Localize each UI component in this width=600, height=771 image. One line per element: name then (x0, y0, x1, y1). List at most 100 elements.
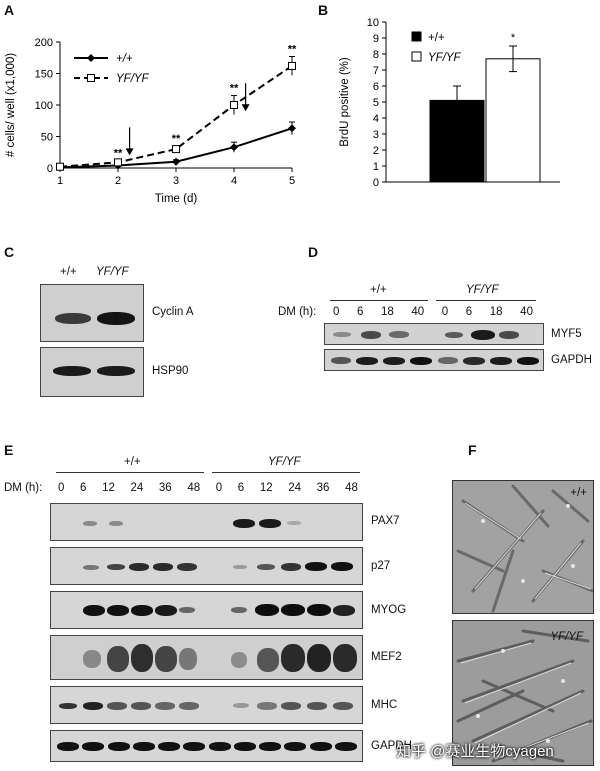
gapdh-e-band (82, 742, 105, 751)
significance-label: ** (114, 147, 123, 159)
panel-d-label: D (308, 244, 319, 260)
panel-a-label: A (4, 2, 15, 18)
panel-e-time: 6 (237, 482, 245, 494)
panel-e-time: 12 (259, 482, 273, 494)
myog-band (107, 605, 129, 616)
panel-d-time: 18 (381, 306, 394, 318)
data-point (172, 145, 180, 154)
micrograph-wt-label: +/+ (570, 487, 587, 499)
gapdh-e-band (183, 742, 206, 751)
mef2-band (155, 646, 177, 672)
legend-swatch-wt (411, 31, 422, 42)
mhc-blot (50, 686, 363, 724)
myog-band (179, 607, 195, 613)
p27-blot (50, 547, 363, 585)
mhc-band (257, 702, 277, 710)
data-point (230, 101, 238, 109)
myog-band (333, 605, 355, 616)
gapdh-e-band (158, 742, 181, 751)
x-tick-label: 1 (57, 175, 63, 187)
mhc-band (179, 702, 199, 710)
p27-band (331, 562, 353, 571)
panel-e-time: 48 (345, 482, 358, 494)
myf5-band (499, 331, 519, 339)
mef2-blot (50, 635, 363, 680)
panel-d-time: 40 (520, 306, 533, 318)
panel-e-time: 6 (80, 482, 87, 494)
series-line-1 (59, 65, 293, 168)
panel-e-dm-label: DM (h): (4, 482, 43, 494)
y-tick-label: 0 (373, 177, 379, 189)
gapdh-d-band (383, 357, 406, 365)
cyclin-a-blot (40, 284, 144, 342)
myog-label: MYOG (371, 604, 407, 616)
pax7-band (83, 521, 97, 526)
mef2-band (231, 652, 247, 668)
gapdh-e-band (334, 742, 357, 751)
mef2-band (131, 644, 153, 672)
y-tick-label: 7 (373, 65, 379, 77)
y-tick-label: 4 (373, 113, 379, 125)
gapdh-e-band (57, 742, 79, 751)
panel-d-time-labels: 0 6 18 40 0 6 18 40 (333, 306, 533, 318)
legend-label-yf: YF/YF (428, 52, 462, 64)
mef2-band (281, 644, 305, 672)
gapdh-d-label: GAPDH (551, 354, 592, 366)
gapdh-d-blot (324, 349, 544, 371)
mhc-band (59, 703, 77, 709)
gapdh-e-band (309, 742, 332, 751)
significance-label: ** (230, 83, 239, 95)
cyclin-a-label: Cyclin A (152, 306, 194, 318)
myf5-band (333, 332, 351, 337)
micrograph-yf-texture (453, 621, 593, 765)
panel-c-header-yf: YF/YF (96, 266, 129, 278)
gapdh-e-band (284, 742, 307, 751)
panel-d-group-line-yf (436, 300, 536, 301)
gapdh-d-band (489, 357, 512, 365)
cyclin-a-band-yf (97, 312, 135, 325)
hsp90-band-yf (97, 366, 135, 376)
y-tick-label: 3 (373, 129, 379, 141)
panel-b-bar-chart: 0 1 2 3 4 5 6 7 8 9 10 BrdU positive (%) * +/+ YF/YF (339, 17, 560, 189)
data-point (172, 157, 180, 166)
legend-label-yf: YF/YF (116, 73, 150, 85)
gapdh-d-band (437, 357, 458, 364)
myog-band (255, 604, 279, 616)
pax7-label: PAX7 (371, 515, 400, 527)
mhc-band (333, 702, 353, 710)
myf5-blot (324, 323, 544, 345)
legend-marker-wt (87, 54, 95, 62)
x-tick-label: 3 (173, 175, 179, 187)
gapdh-e-blot (50, 730, 363, 762)
mef2-band (83, 650, 101, 668)
mhc-label: MHC (371, 699, 398, 711)
pax7-band (109, 521, 123, 526)
panel-e-time: 24 (130, 482, 144, 494)
gapdh-e-band (208, 742, 231, 751)
p27-band (83, 565, 99, 570)
myog-band (155, 605, 177, 616)
gapdh-d-band (516, 357, 539, 365)
y-axis-label: # cells/ well (x1,000) (5, 53, 17, 157)
legend-label-wt: +/+ (116, 53, 133, 65)
x-tick-label: 2 (115, 175, 121, 187)
x-axis-label: Time (d) (155, 193, 198, 205)
y-tick-label: 2 (373, 145, 379, 157)
p27-band (257, 564, 275, 570)
gapdh-e-band (259, 742, 282, 751)
gapdh-d-band (410, 357, 433, 365)
gapdh-d-band (356, 357, 379, 365)
legend-marker-yf (87, 74, 95, 82)
panel-e-time: 36 (316, 482, 330, 494)
panel-e-time: 12 (102, 482, 115, 494)
y-tick-label: 5 (373, 97, 379, 109)
cyclin-a-band-wt (55, 313, 91, 324)
panel-e-group-yf: YF/YF (268, 456, 301, 468)
mhc-band (155, 702, 175, 710)
gapdh-e-label: GAPDH (371, 740, 412, 752)
y-tick-label: 8 (373, 49, 379, 61)
myog-blot (50, 591, 363, 629)
mef2-band (307, 644, 331, 672)
p27-band (129, 563, 149, 571)
myog-band (281, 604, 305, 616)
